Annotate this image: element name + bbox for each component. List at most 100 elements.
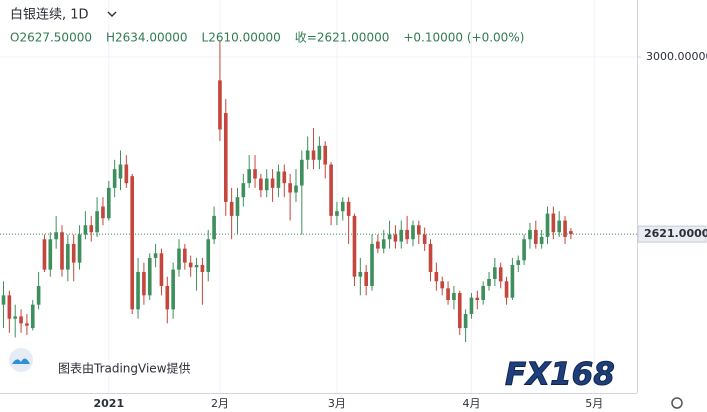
ohlc-value: H2634.00000 [106,31,188,45]
candle-body [101,206,105,219]
watermark-icon [12,358,30,364]
candle-body [376,241,380,249]
candle-body [317,145,322,160]
candle-body [77,234,82,263]
candle-body [399,229,404,242]
candle-body [364,271,368,286]
candle-body [36,285,41,305]
candle-body [475,297,480,301]
last-price-label: 2621.00000 [644,227,707,240]
candle-body [422,234,427,244]
candle-body [569,231,573,235]
candle-body [352,215,357,277]
candle-body [493,267,497,279]
candle-body [1,295,6,305]
interval-chevron[interactable] [107,11,117,17]
candle-body [212,215,216,240]
candle-body [83,225,88,235]
grid [0,0,637,393]
x-tick-label: 2021 [93,397,124,410]
candle-body [311,150,316,160]
candle-body [370,243,374,286]
candle-body [171,269,175,310]
candle-body [487,278,491,286]
candle-body [112,169,117,188]
ohlc-value: +0.10000 (+0.00%) [403,31,524,45]
candle-body [294,185,298,193]
candle-body [539,236,544,244]
candle-body [522,239,526,261]
candle-body [434,271,439,282]
candle-body [463,314,468,329]
candle-body [229,201,234,216]
candle-body [30,304,35,329]
candle-body [188,262,193,268]
ohlc-value: 收=2621.00000 [295,31,390,45]
candle-body [440,281,445,289]
candle-body [405,229,409,240]
candle-body [194,264,199,268]
candle-body [235,197,240,216]
candle-body [183,248,187,263]
x-tick-label: 5月 [585,397,603,410]
candle-body [253,169,257,179]
candle-body [411,225,415,240]
candle-body [7,295,12,319]
candle-body [446,288,450,301]
candle-body [25,323,29,326]
candle-body [323,145,328,165]
candle-body [106,187,111,219]
settings-gear[interactable] [671,397,683,409]
candles [1,40,573,343]
x-tick-label: 2月 [211,397,229,410]
watermark-icon-bg [9,348,33,372]
candle-body [200,264,205,272]
candle-body [42,239,47,270]
candle-body [259,178,263,191]
candle-body [305,150,310,160]
candle-body [428,243,433,272]
candle-body [417,225,421,235]
candle-body [270,178,275,188]
settings-icon[interactable] [671,397,683,409]
candle-body [48,239,53,270]
x-tick-label: 4月 [462,397,480,410]
candle-body [282,171,287,184]
candle-body [504,281,509,298]
watermark: 图表由TradingView提供 [9,348,191,376]
candle-body [516,260,521,265]
candle-body [288,183,292,193]
candle-body [247,169,251,184]
candle-body [54,232,58,240]
y-tick-label: 3000.00000 [646,50,707,63]
candle-body [335,211,339,216]
candle-body [218,80,222,130]
ohlc-value: O2627.50000 [10,31,92,45]
candle-body [481,285,485,301]
candle-body [95,211,99,233]
logo: FX168 [505,357,615,393]
candle-body [452,292,456,301]
candle-body [66,243,70,270]
candle-body [329,164,333,216]
watermark-text: 图表由TradingView提供 [58,361,191,376]
candle-body [118,164,123,179]
candle-body [498,267,503,282]
candle-body [124,164,129,184]
ohlc-value: L2610.00000 [202,31,281,45]
chart-title: 白银连续, 1D [10,7,89,23]
candle-body [206,239,211,272]
candle-body [381,239,386,249]
candle-body [264,178,269,191]
candle-body [469,297,474,315]
candle-body [159,253,164,286]
candle-body [340,201,345,212]
candle-body [557,220,562,233]
candle-body [545,213,550,237]
candle-body [346,201,351,216]
candle-body [223,113,228,202]
ohlc-legend: O2627.50000 H2634.00000 L2610.00000 收=2621.… [10,31,524,45]
candle-body [551,213,556,233]
candle-body [60,232,64,270]
candle-body [510,264,515,298]
